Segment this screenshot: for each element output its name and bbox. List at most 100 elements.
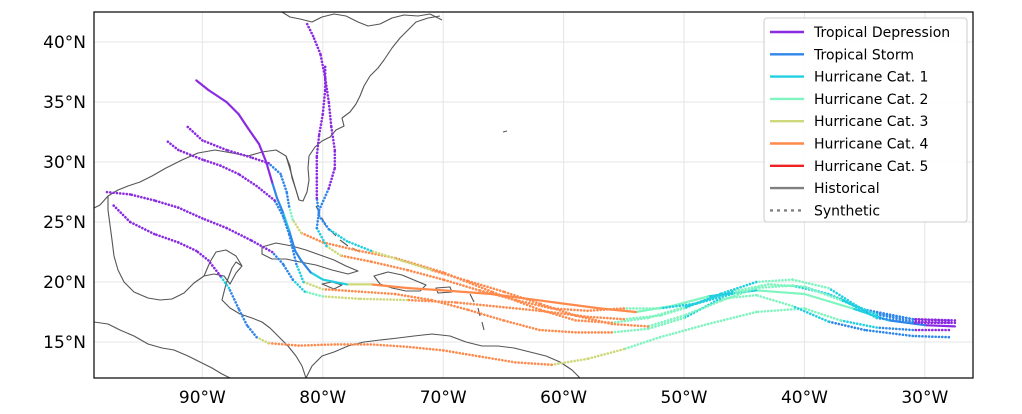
legend-label: Tropical Depression — [813, 25, 950, 41]
track-segment — [538, 328, 577, 334]
lat-tick-label: 25°N — [43, 213, 86, 233]
track-segment — [294, 262, 305, 284]
track-segment — [237, 307, 249, 327]
track-segment — [839, 298, 879, 316]
track-segment — [875, 326, 915, 332]
track-segment — [477, 355, 517, 364]
track-segment — [429, 298, 469, 311]
track-segment — [429, 268, 469, 283]
coast-us-northeast — [281, 12, 443, 27]
track-segment — [839, 319, 879, 329]
coast-mexico-central-america — [107, 196, 307, 378]
lon-tick-label: 60°W — [540, 388, 587, 408]
legend-label: Hurricane Cat. 2 — [814, 92, 928, 108]
track-segment — [610, 327, 650, 334]
track-segment — [302, 280, 325, 291]
longitude-ticks: 90°W 80°W 70°W 60°W 50°W 40°W 30°W — [179, 388, 949, 408]
track-segment — [863, 308, 915, 321]
track-segment — [803, 307, 842, 322]
track-segment — [327, 227, 349, 243]
track-segment — [339, 254, 373, 263]
track-segment — [327, 166, 337, 190]
track-segment — [730, 283, 770, 296]
track-segment — [453, 301, 505, 309]
track-segment — [104, 190, 132, 196]
track-synthetic-6 — [305, 22, 951, 325]
track-segment — [911, 320, 951, 325]
track-segment — [622, 314, 662, 321]
track-segment — [317, 214, 331, 231]
track-segment — [128, 220, 156, 236]
track-segment — [875, 316, 915, 325]
track-segment — [249, 238, 274, 254]
track-segment — [803, 292, 854, 310]
track-segment — [875, 313, 915, 323]
track-segment — [152, 232, 180, 244]
track-segment — [827, 320, 866, 332]
track-segment — [329, 124, 337, 152]
track-segment — [281, 214, 291, 236]
track-segment — [294, 249, 303, 262]
track-segment — [803, 285, 842, 302]
track-segment — [207, 88, 228, 104]
track-segment — [271, 181, 279, 200]
track-segment — [321, 88, 327, 116]
track-segment — [646, 314, 686, 328]
track-segment — [586, 315, 626, 321]
track-segment — [911, 317, 951, 322]
track-segment — [682, 292, 722, 310]
track-segment — [766, 283, 806, 289]
track-segment — [275, 196, 285, 214]
track-segment — [225, 100, 240, 116]
track-segment — [201, 217, 228, 230]
track-segment — [369, 249, 403, 262]
track-segment — [315, 196, 321, 218]
storm-tracks — [104, 22, 957, 367]
track-segment — [291, 278, 307, 293]
track-segment — [321, 278, 348, 286]
track-segment — [369, 260, 409, 272]
track-segment — [369, 343, 409, 349]
island-jamaica — [321, 281, 343, 290]
track-segment — [195, 249, 210, 262]
track-segment — [319, 52, 327, 80]
lat-tick-label: 15°N — [43, 333, 86, 353]
lat-tick-label: 30°N — [43, 153, 86, 173]
track-segment — [670, 295, 710, 308]
track-segment — [317, 187, 331, 212]
track-segment — [514, 361, 553, 367]
track-segment — [219, 164, 240, 176]
track-segment — [255, 184, 276, 202]
track-segment — [285, 190, 291, 208]
track-segment — [321, 295, 361, 301]
lon-tick-label: 30°W — [901, 388, 948, 408]
legend-label: Tropical Storm — [813, 47, 914, 63]
track-segment — [128, 193, 156, 202]
track-segment — [465, 279, 505, 293]
track-segment — [315, 133, 321, 158]
legend-label: Hurricane Cat. 5 — [814, 159, 928, 175]
track-segment — [791, 304, 830, 323]
track-segment — [345, 239, 373, 253]
track-segment — [177, 241, 198, 253]
track-segment — [305, 22, 315, 38]
track-segment — [754, 278, 794, 284]
track-segment — [718, 293, 758, 301]
track-segment — [255, 335, 270, 345]
track-segment — [185, 124, 204, 142]
track-segment — [550, 307, 590, 313]
track-segment — [598, 307, 637, 314]
track-segment — [281, 262, 295, 281]
track-segment — [514, 298, 553, 310]
lat-tick-label: 20°N — [43, 273, 86, 293]
track-segment — [658, 302, 698, 310]
track-segment — [441, 278, 481, 292]
track-segment — [279, 172, 289, 194]
lon-tick-label: 70°W — [420, 388, 467, 408]
track-segment — [245, 323, 258, 339]
track-segment — [863, 328, 915, 338]
track-segment — [502, 319, 541, 332]
track-segment — [287, 232, 298, 266]
track-segment — [718, 280, 758, 296]
track-segment — [682, 299, 722, 317]
